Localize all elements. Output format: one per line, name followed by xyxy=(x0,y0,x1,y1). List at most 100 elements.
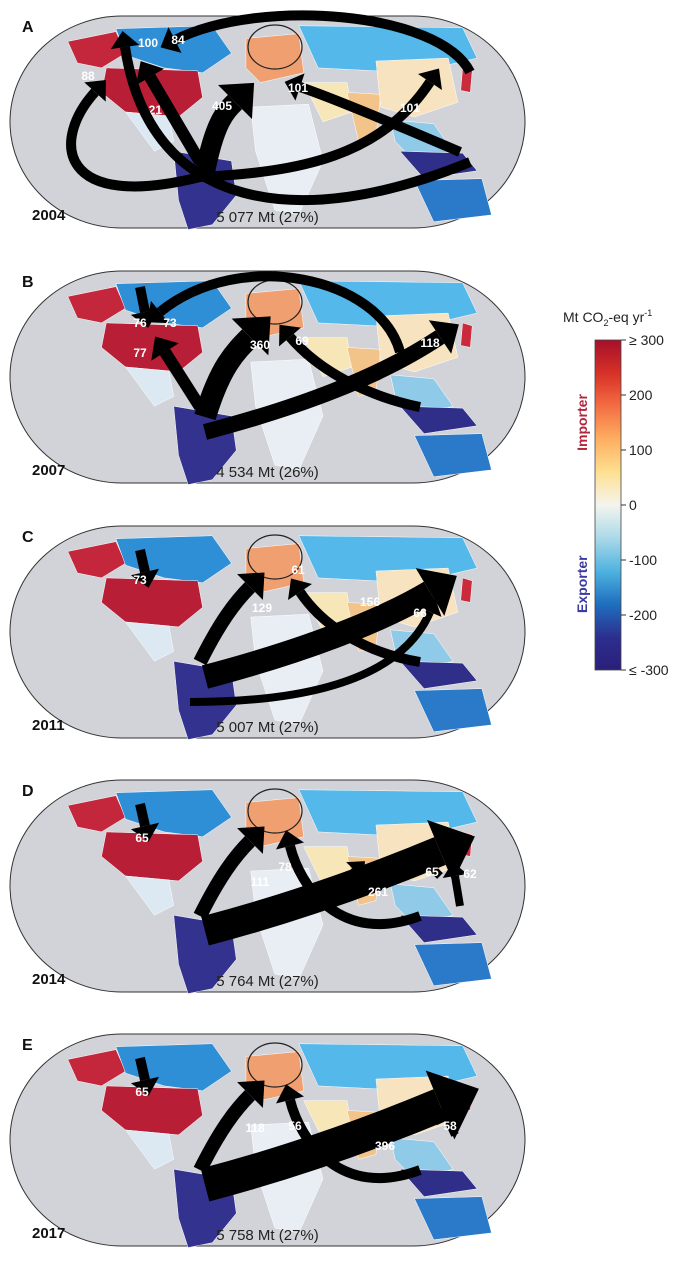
colorbar-tick-label: -100 xyxy=(629,552,657,568)
land-mexico-central xyxy=(125,621,174,662)
flow-arrow xyxy=(194,329,258,421)
flow-arrow xyxy=(135,548,150,574)
panel-total-label: 5 764 Mt (27%) xyxy=(216,973,319,990)
flow-arrow-head xyxy=(428,320,459,354)
panel-e: 65 118 56 396 58 E 2017 5 758 Mt (27%) xyxy=(9,1033,526,1248)
flow-arrow-head xyxy=(151,336,179,361)
flow-arrows: 73 129 61 156 66 xyxy=(130,548,457,706)
flow-arrow xyxy=(189,610,434,706)
flow-arrow xyxy=(120,46,472,206)
panel-total-label: 5 007 Mt (27%) xyxy=(216,719,319,736)
land-alaska xyxy=(67,31,126,69)
colorbar-tick-label: 0 xyxy=(629,497,637,513)
flow-value-label: 78 xyxy=(278,860,292,874)
flow-value-label: 62 xyxy=(463,867,477,881)
panel-letter: B xyxy=(22,274,34,291)
land-australia xyxy=(414,178,492,223)
europe-highlight-circle xyxy=(247,788,303,834)
flow-value-label: 101 xyxy=(400,101,420,115)
flow-value-label: 111 xyxy=(251,875,270,889)
flow-arrow xyxy=(451,875,464,907)
flow-value-label: 118 xyxy=(245,1121,265,1135)
flow-arrow-head xyxy=(425,1070,479,1140)
flow-arrow-head xyxy=(147,300,170,324)
colorbar-tick-label: 200 xyxy=(629,387,653,403)
flow-arrow-head xyxy=(130,822,160,842)
exporter-label: Exporter xyxy=(574,555,590,613)
flow-arrow-head xyxy=(276,1084,304,1104)
flow-arrow xyxy=(159,348,206,411)
flow-value-label: 396 xyxy=(375,1139,395,1153)
flow-arrow-head xyxy=(135,61,165,86)
panel-letter: C xyxy=(22,529,34,546)
flow-arrow-head xyxy=(436,1107,460,1126)
panel-year: 2007 xyxy=(32,462,65,479)
flow-arrow-head xyxy=(418,599,442,617)
europe-highlight-circle xyxy=(247,24,303,70)
flow-arrow xyxy=(444,1118,459,1137)
flow-arrow-head xyxy=(237,572,265,600)
flow-value-label: 77 xyxy=(133,346,147,360)
flow-arrow-head xyxy=(442,862,468,879)
colorbar-tick-label: ≥ 300 xyxy=(629,332,664,348)
land-australia xyxy=(414,1196,492,1241)
flow-arrow-head xyxy=(415,851,434,870)
land-usa xyxy=(101,1085,203,1136)
panel-letter: E xyxy=(22,1037,33,1054)
flow-arrow-head xyxy=(130,1076,160,1096)
panel-year: 2017 xyxy=(32,1225,65,1242)
importer-label: Importer xyxy=(574,394,590,451)
land-japan xyxy=(460,577,473,603)
land-alaska xyxy=(67,286,126,324)
flow-value-label: 76 xyxy=(133,316,147,330)
land-mexico-central xyxy=(125,1129,174,1170)
land-australia xyxy=(414,942,492,987)
land-usa xyxy=(101,831,203,882)
flow-arrow xyxy=(193,582,255,666)
flow-value-label: 65 xyxy=(135,1085,149,1099)
europe-highlight-circle xyxy=(247,1042,303,1088)
flow-arrow xyxy=(422,858,443,879)
flow-arrow xyxy=(298,82,462,157)
flow-value-label: 84 xyxy=(171,33,185,47)
panel-year: 2011 xyxy=(32,717,65,734)
flow-value-label: 118 xyxy=(420,336,440,350)
land-japan xyxy=(460,322,473,348)
flow-arrow-head xyxy=(276,830,304,850)
land-alaska xyxy=(67,1049,126,1087)
flow-value-label: 100 xyxy=(138,36,158,50)
flow-arrow-head xyxy=(218,82,255,119)
flow-arrow-head xyxy=(130,568,160,588)
panel-year: 2014 xyxy=(32,971,66,988)
panel-total-label: 5 077 Mt (27%) xyxy=(216,209,319,226)
flow-value-label: 61 xyxy=(291,563,305,577)
flow-value-label: 66 xyxy=(413,606,427,620)
flow-value-label: 73 xyxy=(163,316,177,330)
colorbar-gradient xyxy=(594,339,622,671)
flow-arrow xyxy=(66,88,202,192)
flow-value-label: 73 xyxy=(133,573,147,587)
flow-arrow xyxy=(199,79,435,182)
flow-arrow xyxy=(135,1056,150,1082)
land-usa xyxy=(101,577,203,628)
flow-value-label: 261 xyxy=(368,885,388,899)
flow-value-label: 69 xyxy=(295,334,309,348)
land-indonesia xyxy=(399,914,478,943)
flow-arrow-head xyxy=(84,79,106,102)
flow-arrow xyxy=(195,94,243,174)
flow-arrow xyxy=(200,1089,447,1202)
flow-value-label: 56 xyxy=(288,1119,302,1133)
flow-arrow xyxy=(172,10,475,75)
land-europe xyxy=(245,33,304,83)
flow-arrow xyxy=(144,73,206,166)
flow-value-label: 405 xyxy=(212,99,232,113)
flow-arrows: 77 360 76 73 69 118 xyxy=(130,271,459,440)
flow-value-label: 360 xyxy=(250,338,270,352)
flow-arrow-head xyxy=(288,578,312,600)
panel-total-label: 4 534 Mt (26%) xyxy=(216,464,319,481)
flow-arrow xyxy=(135,802,150,828)
flow-value-label: 65 xyxy=(425,865,439,879)
